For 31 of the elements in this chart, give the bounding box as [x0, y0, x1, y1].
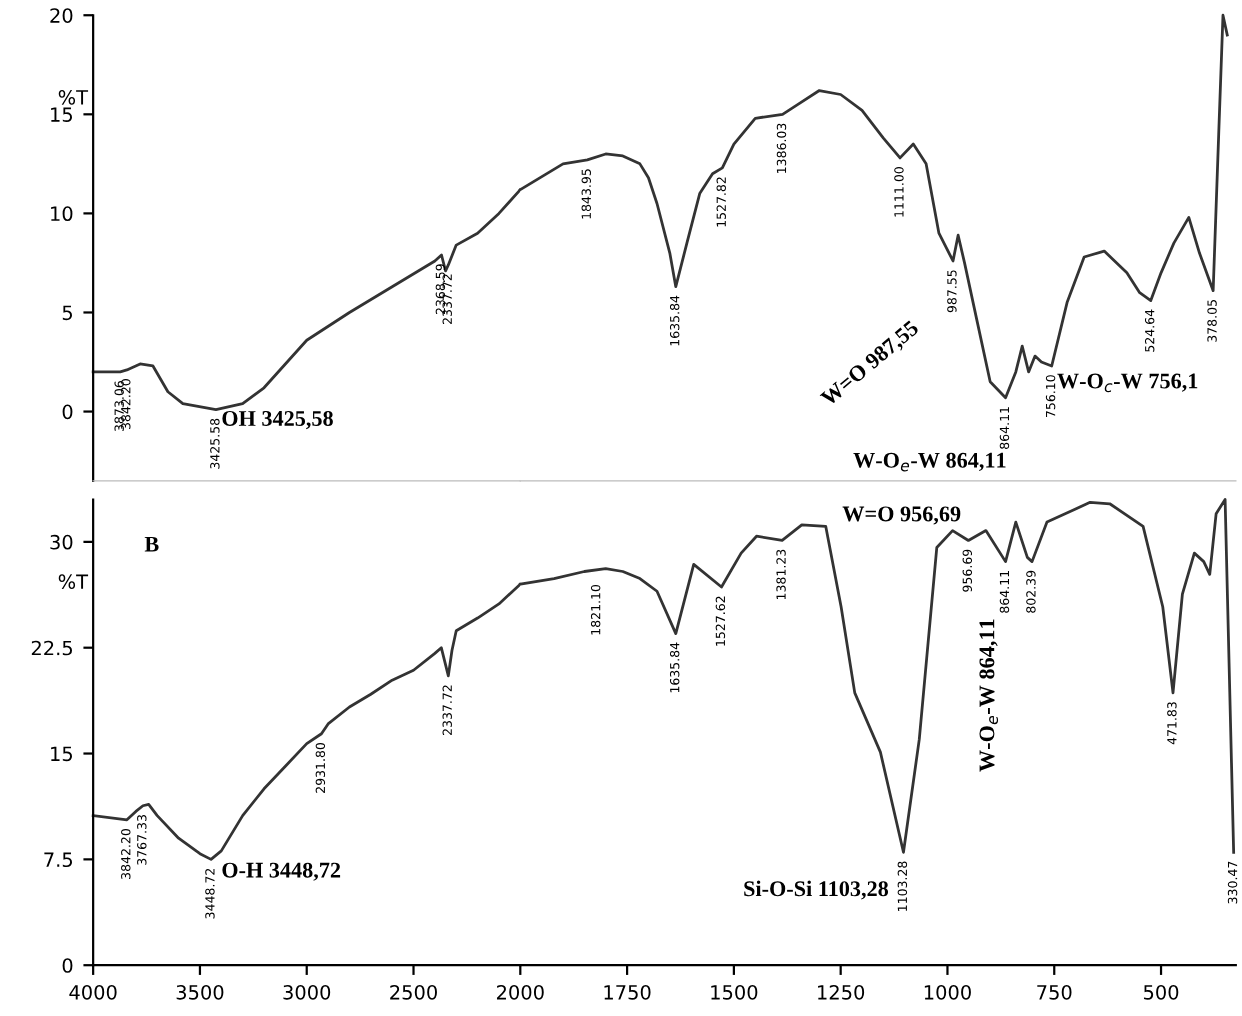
x-tick-label: 2500	[390, 984, 437, 1000]
x-tick-label: 500	[1143, 984, 1179, 1000]
x-tick-label: 750	[1037, 984, 1072, 1000]
annotation: B	[144, 536, 159, 552]
y-tick-label: 20	[50, 8, 73, 23]
y-tick-label: 15	[51, 746, 73, 762]
x-tick-label: 1250	[818, 984, 865, 1000]
x-tick-label: 2000	[496, 984, 544, 1000]
annotation: O-H 3448,72	[222, 862, 341, 881]
y-tick-label: 22.5	[31, 640, 73, 656]
x-tick-label: 1750	[604, 984, 651, 1000]
y-axis-title: %T	[58, 89, 89, 105]
y-tick-label: 15	[51, 107, 73, 122]
annotation: W-O$_{e}$-W 864,11	[979, 619, 999, 772]
y-tick-label: 30	[50, 534, 73, 550]
annotation: W-O$_{e}$-W 864,11	[853, 452, 1006, 472]
y-tick-label: 7.5	[44, 852, 73, 868]
y-tick-label: 10	[51, 206, 73, 222]
y-tick-label: 0	[62, 404, 73, 420]
y-tick-label: 5	[62, 305, 73, 321]
x-tick-label: 3500	[176, 984, 224, 1000]
x-tick-label: 3000	[283, 984, 331, 1000]
x-tick-label: 1500	[711, 984, 758, 1000]
annotation: OH 3425,58	[222, 410, 333, 430]
x-tick-label: 1000	[924, 984, 971, 1000]
x-tick-label: 4000	[69, 984, 117, 1000]
annotation: W-O$_{c}$-W 756,1	[1057, 373, 1198, 393]
annotation: Si-O-Si 1103,28	[744, 880, 889, 900]
annotation: W=O 956,69	[842, 506, 961, 525]
y-tick-label: 0	[62, 958, 73, 973]
y-axis-title: %T	[58, 574, 89, 589]
